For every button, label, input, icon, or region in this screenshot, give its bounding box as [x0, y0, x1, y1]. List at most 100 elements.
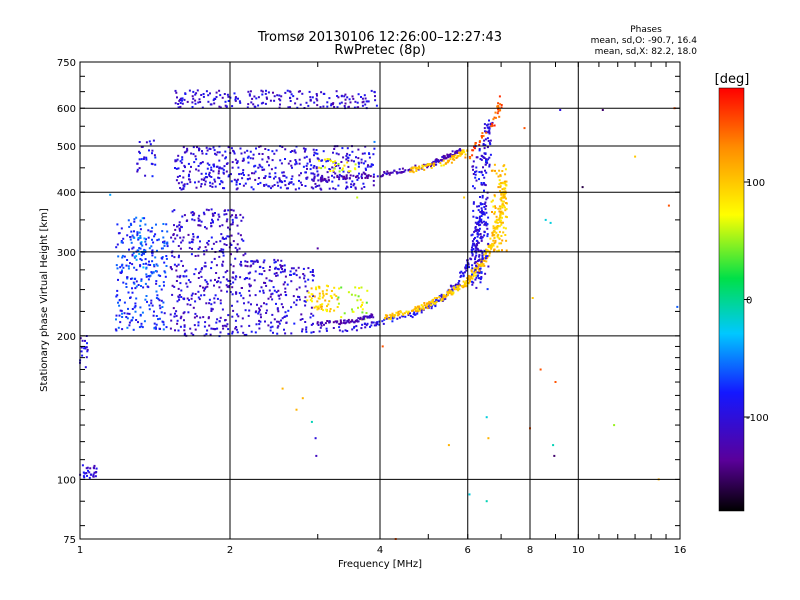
data-point	[293, 322, 296, 325]
data-point	[263, 302, 265, 305]
data-point	[169, 266, 172, 269]
data-point	[223, 93, 226, 95]
data-point	[241, 159, 244, 162]
data-point	[275, 274, 278, 277]
data-point	[236, 224, 239, 227]
data-point	[345, 181, 348, 184]
data-point	[479, 158, 482, 160]
data-point	[458, 280, 461, 282]
data-point	[117, 326, 120, 329]
data-point	[199, 224, 202, 227]
data-point	[320, 180, 323, 183]
data-point	[474, 176, 477, 179]
data-point	[207, 243, 210, 246]
data-point	[383, 318, 386, 321]
data-point	[281, 270, 284, 273]
data-point	[140, 259, 143, 262]
data-point	[353, 182, 356, 185]
data-point	[284, 311, 287, 314]
data-point	[186, 147, 189, 150]
data-point	[149, 264, 152, 266]
data-point	[180, 296, 183, 298]
data-point	[469, 280, 471, 283]
data-point	[95, 467, 98, 470]
data-point	[247, 314, 250, 317]
data-point	[472, 272, 475, 275]
data-point	[304, 185, 307, 187]
data-point	[411, 316, 414, 319]
data-point	[120, 270, 123, 273]
data-point	[225, 237, 227, 240]
data-point	[346, 330, 349, 332]
data-point	[427, 163, 429, 166]
data-point	[442, 164, 445, 167]
data-point	[304, 148, 307, 151]
data-point	[270, 321, 273, 324]
data-point	[458, 151, 460, 154]
data-point	[446, 161, 449, 164]
data-point	[273, 272, 276, 275]
data-point	[153, 310, 155, 313]
data-point	[183, 332, 186, 335]
data-point	[340, 322, 343, 325]
data-point	[426, 166, 429, 169]
data-point	[418, 306, 421, 309]
data-point	[484, 152, 487, 155]
data-point	[417, 167, 419, 169]
data-point	[90, 473, 93, 476]
data-point	[539, 368, 542, 371]
data-point	[366, 177, 369, 179]
data-point	[158, 299, 161, 302]
data-point	[481, 236, 484, 239]
data-point	[393, 315, 396, 318]
data-point	[291, 175, 294, 178]
data-point	[287, 106, 290, 109]
data-point	[378, 323, 381, 326]
data-point	[357, 177, 360, 179]
data-point	[343, 105, 346, 107]
data-point	[117, 255, 120, 258]
data-point	[234, 99, 237, 102]
data-point	[145, 156, 148, 159]
data-point	[209, 184, 212, 187]
data-point	[277, 320, 280, 323]
data-point	[351, 95, 354, 98]
data-point	[359, 298, 362, 301]
data-point	[357, 295, 360, 298]
data-point	[481, 212, 484, 215]
data-point	[183, 164, 186, 167]
data-point	[273, 95, 276, 98]
data-point	[115, 329, 118, 332]
data-point	[220, 180, 223, 183]
data-point	[219, 240, 222, 243]
data-point	[429, 165, 432, 168]
data-point	[85, 356, 88, 359]
data-point	[249, 90, 252, 93]
data-point	[223, 243, 226, 246]
data-point	[151, 254, 154, 257]
data-point	[334, 164, 336, 166]
data-point	[498, 205, 501, 208]
data-point	[338, 102, 341, 105]
data-point	[453, 287, 456, 290]
data-point	[140, 145, 143, 148]
data-point	[281, 181, 284, 184]
data-point	[327, 158, 330, 161]
data-point	[376, 175, 379, 178]
data-point	[340, 286, 343, 289]
data-point	[237, 166, 240, 169]
data-point	[356, 299, 359, 302]
data-point	[150, 162, 153, 165]
data-point	[148, 149, 150, 152]
data-point	[295, 145, 298, 148]
data-point	[478, 277, 480, 280]
data-point	[231, 223, 234, 226]
data-point	[322, 309, 325, 312]
data-point	[149, 230, 152, 233]
data-point	[150, 245, 153, 248]
data-point	[94, 471, 97, 474]
data-point	[165, 326, 168, 329]
data-point	[187, 311, 190, 314]
data-point	[432, 161, 435, 164]
data-point	[284, 291, 287, 293]
